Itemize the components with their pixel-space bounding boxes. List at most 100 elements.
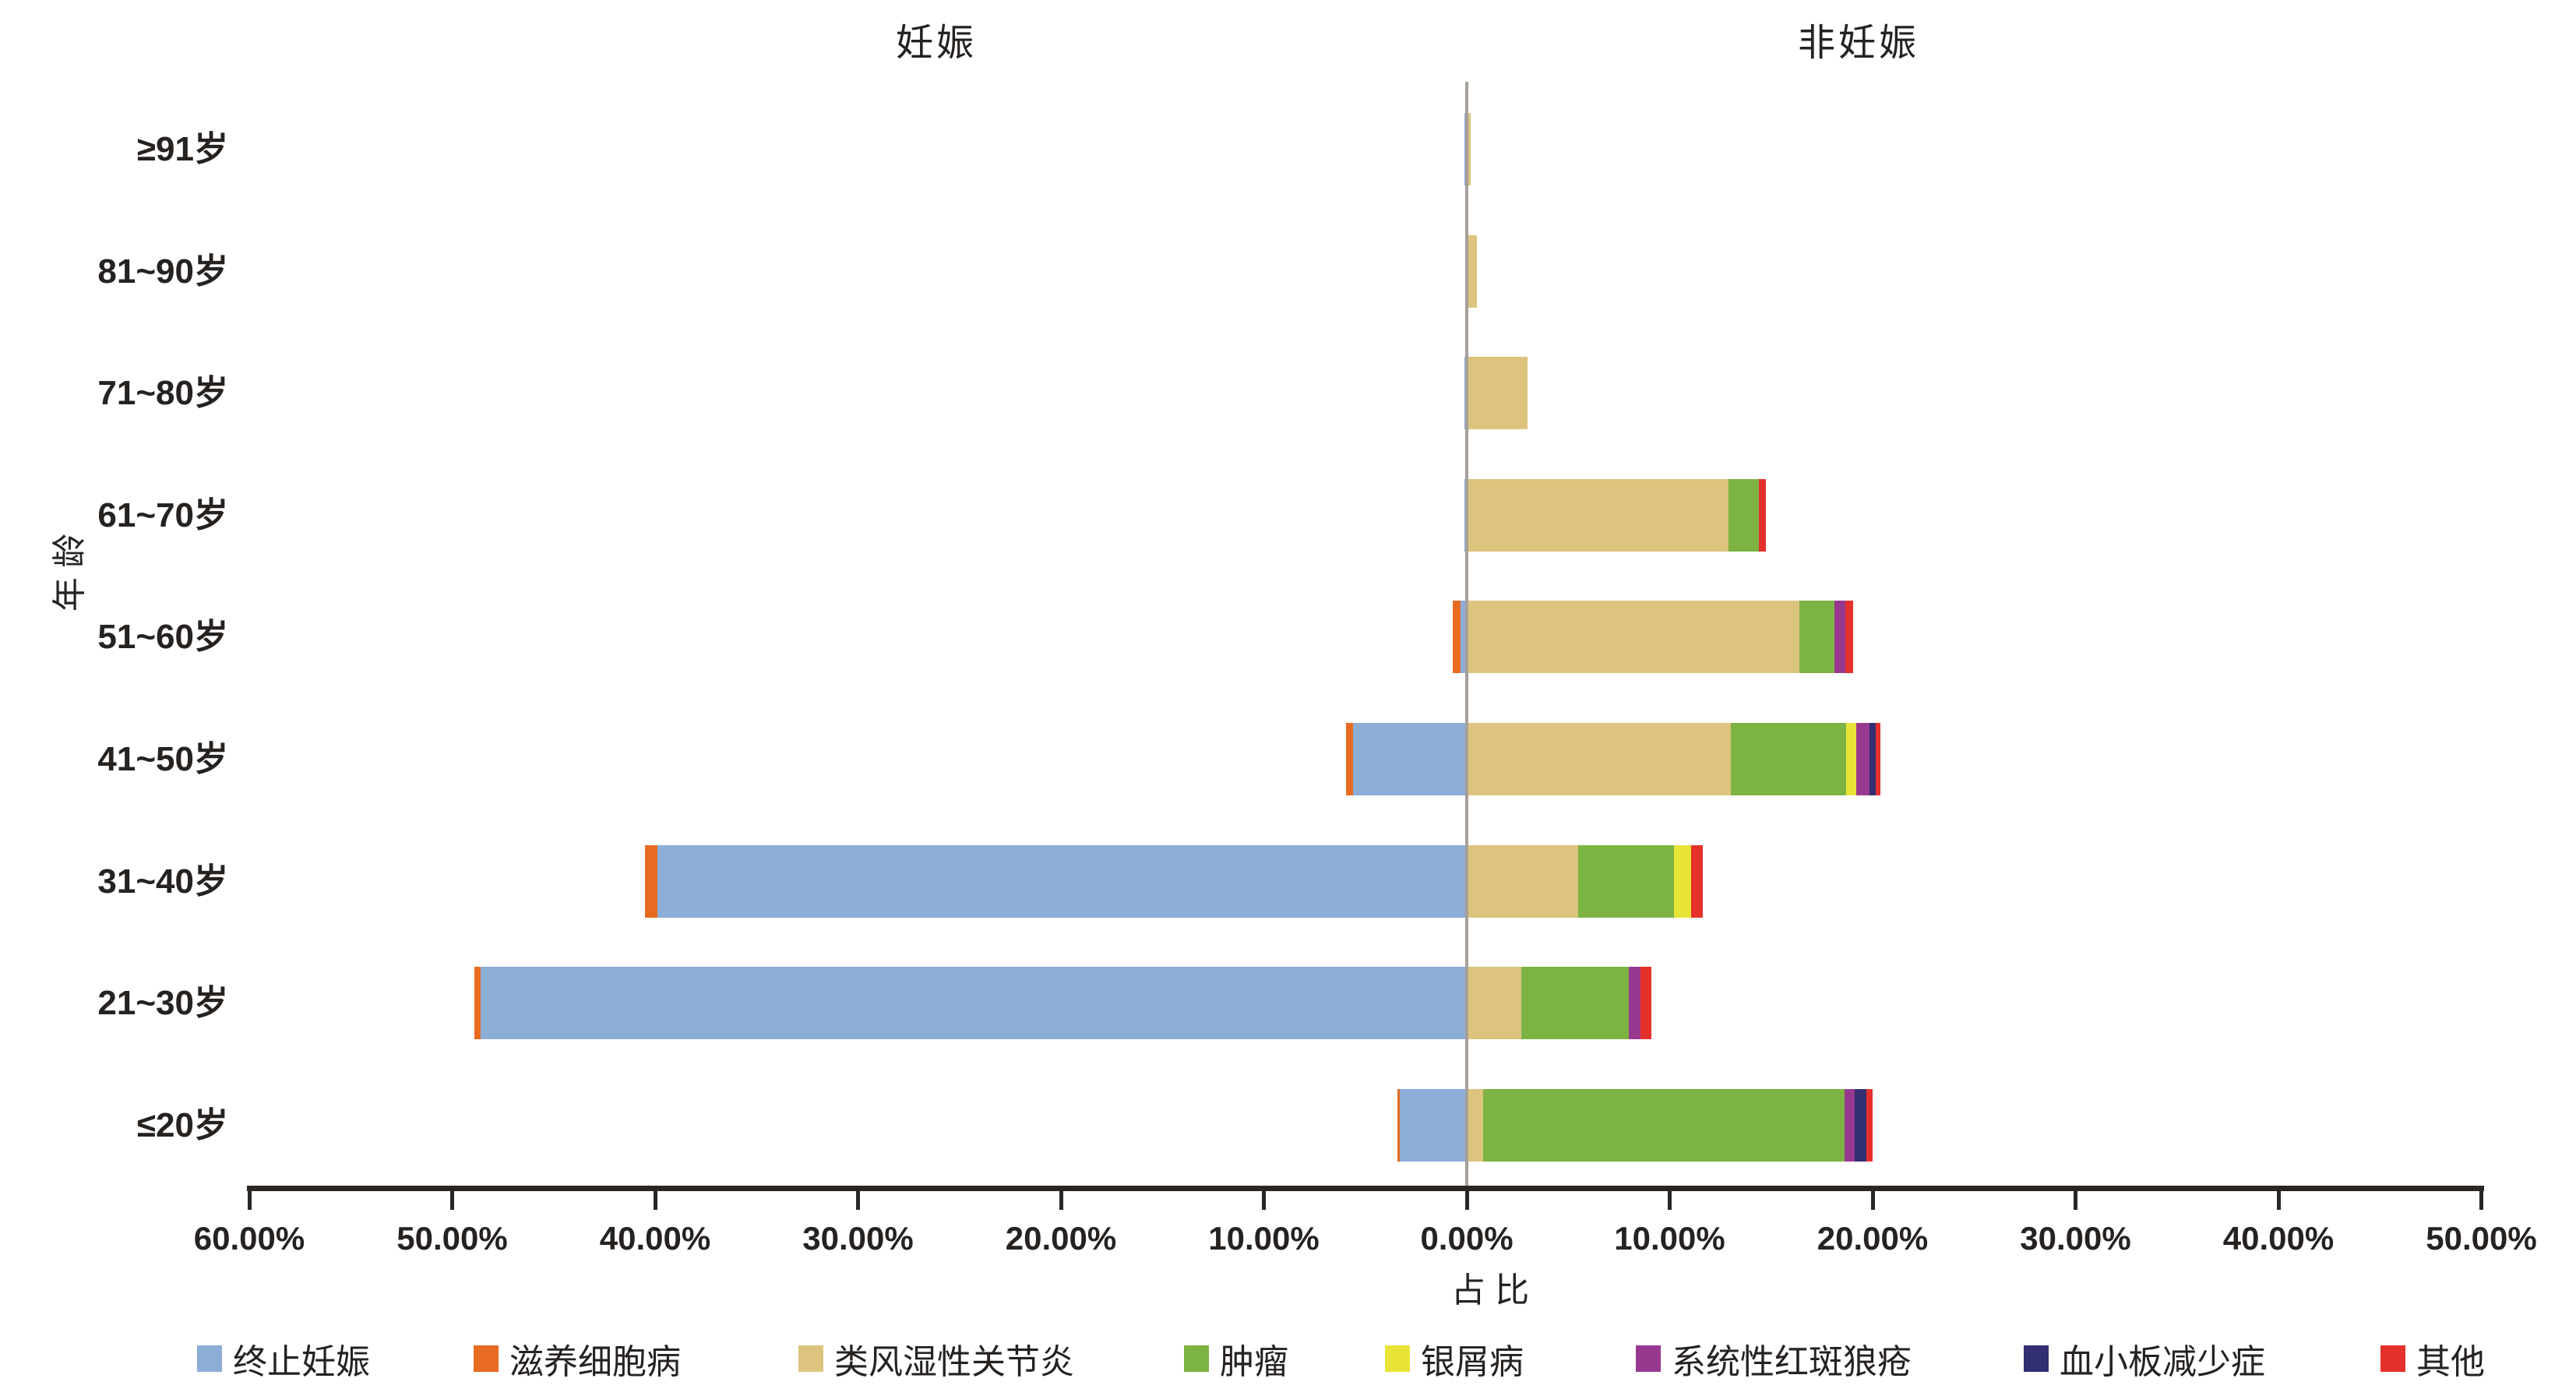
bar-segment-pregnancy	[480, 967, 1467, 1039]
legend-item: 类风湿性关节炎	[798, 1334, 1074, 1384]
bar-segment-non-pregnancy	[1467, 235, 1478, 308]
bar-segment-non-pregnancy	[1673, 845, 1691, 918]
x-tick	[1059, 1191, 1063, 1210]
bar-segment-non-pregnancy	[1846, 723, 1857, 795]
legend-swatch	[474, 1345, 499, 1372]
bar-segment-non-pregnancy	[1467, 1089, 1483, 1162]
bar-segment-pregnancy	[1397, 1089, 1401, 1162]
bar-segment-pregnancy	[657, 845, 1467, 918]
bar-segment-non-pregnancy	[1467, 113, 1471, 185]
age-label: 81~90岁	[97, 252, 228, 291]
x-tick-label: 50.00%	[2426, 1220, 2537, 1257]
bar-segment-non-pregnancy	[1521, 967, 1630, 1039]
zero-axis-line	[1465, 82, 1468, 1186]
bar-segment-non-pregnancy	[1759, 479, 1767, 552]
bar-segment-pregnancy	[644, 845, 657, 918]
legend-label: 系统性红斑狼疮	[1672, 1343, 1912, 1381]
x-tick-label: 40.00%	[2222, 1220, 2335, 1257]
bar-segment-non-pregnancy	[1578, 845, 1674, 918]
x-tick-label: 10.00%	[1614, 1220, 1725, 1257]
legend-item: 系统性红斑狼疮	[1636, 1334, 1912, 1384]
x-tick	[2479, 1191, 2483, 1210]
bar-segment-non-pregnancy	[1799, 601, 1834, 673]
legend-swatch	[197, 1345, 222, 1372]
x-tick	[1464, 1191, 1469, 1210]
bar-segment-non-pregnancy	[1730, 723, 1847, 795]
bar-segment-non-pregnancy	[1844, 1089, 1855, 1162]
age-label: ≤20岁	[136, 1106, 228, 1144]
bar-segment-pregnancy	[1452, 601, 1461, 673]
age-label: 31~40岁	[97, 862, 228, 901]
bar-segment-non-pregnancy	[1467, 357, 1528, 429]
legend-label: 类风湿性关节炎	[834, 1343, 1074, 1381]
x-axis-line	[247, 1186, 2484, 1191]
age-label: 61~70岁	[97, 496, 228, 534]
bar-segment-pregnancy	[1353, 723, 1467, 795]
legend-label: 其他	[2416, 1343, 2485, 1381]
x-tick-label: 40.00%	[599, 1220, 711, 1257]
bar-segment-non-pregnancy	[1856, 723, 1870, 795]
bar-segment-non-pregnancy	[1482, 1089, 1845, 1162]
x-tick-label: 0.00%	[1420, 1220, 1514, 1257]
x-tick	[1668, 1191, 1672, 1210]
age-label: 51~60岁	[97, 618, 228, 656]
legend-item: 终止妊娠	[197, 1334, 370, 1384]
age-label: ≥91岁	[136, 130, 228, 168]
x-tick	[450, 1191, 454, 1210]
bar-segment-non-pregnancy	[1845, 601, 1854, 673]
legend-item: 滋养细胞病	[474, 1334, 681, 1384]
bar-segment-non-pregnancy	[1854, 1089, 1867, 1162]
legend-label: 银屑病	[1421, 1343, 1524, 1381]
x-tick-label: 30.00%	[802, 1220, 914, 1257]
bar-segment-non-pregnancy	[1866, 1089, 1873, 1162]
legend-label: 滋养细胞病	[509, 1343, 681, 1381]
x-tick-label: 10.00%	[1208, 1220, 1320, 1257]
bar-segment-non-pregnancy	[1728, 479, 1760, 552]
bar-segment-non-pregnancy	[1834, 601, 1845, 673]
x-tick-label: 50.00%	[396, 1220, 508, 1257]
left-panel-title: 妊娠	[895, 23, 978, 64]
x-tick	[2276, 1191, 2281, 1210]
x-tick-label: 30.00%	[2020, 1220, 2131, 1257]
legend-swatch	[1184, 1345, 1209, 1372]
legend-swatch	[2380, 1345, 2405, 1372]
bar-segment-pregnancy	[1461, 601, 1467, 673]
legend-swatch	[2024, 1345, 2049, 1372]
x-tick	[653, 1191, 657, 1210]
age-label: 71~80岁	[97, 374, 228, 412]
bar-segment-pregnancy	[1346, 723, 1354, 795]
x-tick	[247, 1191, 252, 1210]
bar-segment-non-pregnancy	[1875, 723, 1881, 795]
bar-segment-non-pregnancy	[1467, 845, 1579, 918]
legend-swatch	[1385, 1345, 1410, 1372]
right-panel-title: 非妊娠	[1797, 23, 1920, 64]
x-tick-label: 20.00%	[1817, 1220, 1929, 1257]
x-tick	[2074, 1191, 2077, 1210]
legend-item: 血小板减少症	[2024, 1334, 2265, 1384]
x-tick-label: 20.00%	[1005, 1220, 1117, 1257]
legend-item: 其他	[2380, 1334, 2485, 1384]
legend-label: 血小板减少症	[2060, 1343, 2265, 1381]
legend-item: 银屑病	[1385, 1334, 1524, 1384]
bar-segment-pregnancy	[474, 967, 481, 1039]
x-axis-title: 占 比	[1450, 1271, 1530, 1310]
age-label: 21~30岁	[97, 984, 228, 1022]
bar-segment-non-pregnancy	[1467, 967, 1522, 1039]
legend-swatch	[798, 1345, 823, 1372]
bar-segment-non-pregnancy	[1629, 967, 1640, 1039]
legend-label: 终止妊娠	[233, 1343, 370, 1381]
x-tick	[1870, 1191, 1875, 1210]
bar-segment-non-pregnancy	[1467, 723, 1731, 795]
x-tick	[856, 1191, 860, 1210]
x-tick	[1262, 1191, 1266, 1210]
bar-segment-non-pregnancy	[1869, 723, 1876, 795]
bar-segment-non-pregnancy	[1690, 845, 1704, 918]
age-label: 41~50岁	[97, 740, 228, 778]
legend-label: 肿瘤	[1220, 1343, 1288, 1381]
legend-swatch	[1636, 1345, 1661, 1372]
bar-segment-non-pregnancy	[1640, 967, 1652, 1039]
bar-segment-non-pregnancy	[1467, 479, 1729, 552]
bar-segment-non-pregnancy	[1467, 601, 1800, 673]
bar-segment-pregnancy	[1400, 1089, 1467, 1162]
